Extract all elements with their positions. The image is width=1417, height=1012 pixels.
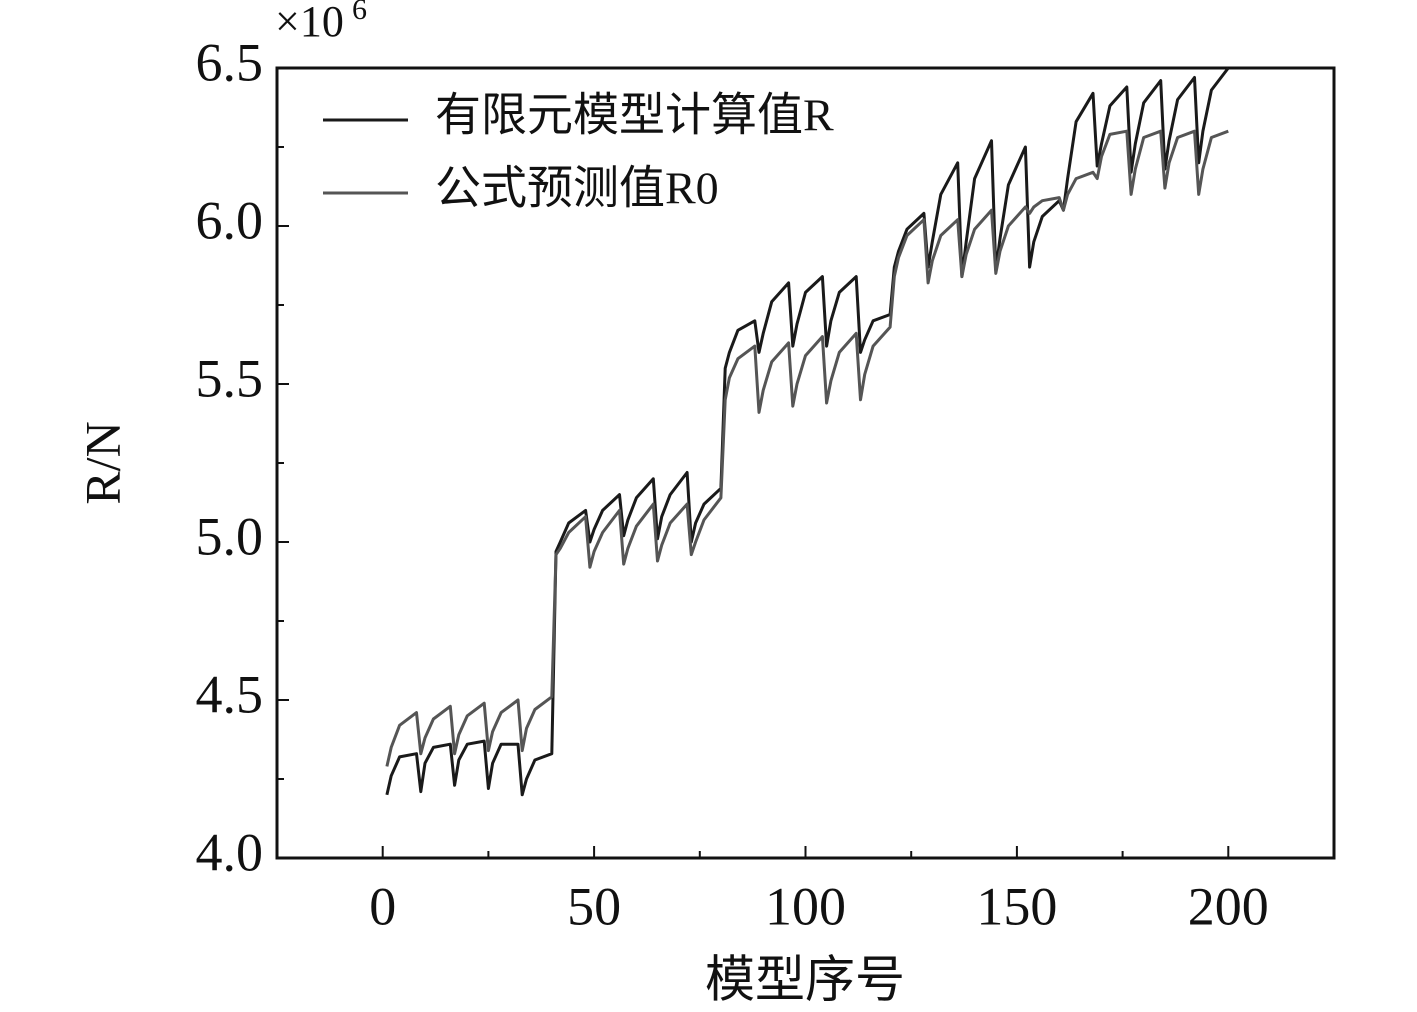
legend-label: 公式预测值R0 [435,163,719,214]
y-tick-label: 5.5 [196,348,264,408]
y-tick-label: 6.0 [196,190,264,250]
y-tick-label: 4.5 [196,664,264,724]
x-axis-label: 模型序号 [705,951,905,1007]
series-line [385,67,1230,797]
y-tick-label: 6.5 [196,32,264,92]
y-multiplier: ×10 [275,0,344,46]
x-tick-label: 200 [1188,876,1269,936]
series-line [385,129,1229,767]
y-multiplier-exponent: 6 [352,0,367,26]
y-tick-label: 4.0 [196,822,264,882]
legend-label: 有限元模型计算值R [435,90,834,141]
y-axis-label: R/N [74,421,130,504]
x-tick-label: 100 [765,876,846,936]
x-tick-label: 50 [567,876,621,936]
y-tick-label: 5.0 [196,506,264,566]
x-tick-label: 0 [369,876,396,936]
x-tick-label: 150 [976,876,1057,936]
